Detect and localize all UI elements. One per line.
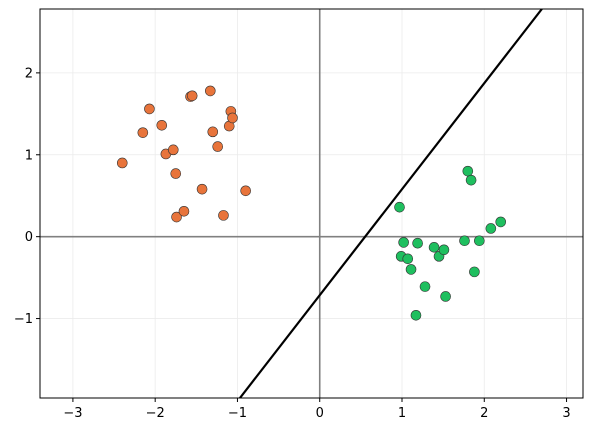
point-series-0-5 xyxy=(167,144,179,156)
point-series-0-19 xyxy=(240,185,251,197)
point-series-0-12 xyxy=(205,85,216,97)
point-series-0-8 xyxy=(178,205,190,217)
x-tick-label-3: 0 xyxy=(316,406,324,421)
point-series-1-10 xyxy=(438,244,450,256)
zero-axis-lines xyxy=(40,9,583,398)
point-series-1-6 xyxy=(412,237,423,249)
point-series-1-18 xyxy=(495,216,507,228)
point-series-0-0 xyxy=(116,157,128,169)
plot-frame xyxy=(39,8,584,399)
x-axis-ticks: −3 −2 −1 0 1 2 3 xyxy=(63,398,571,421)
y-tick-label-0: −1 xyxy=(14,312,33,327)
point-series-0-3 xyxy=(156,119,168,131)
point-series-0-2 xyxy=(144,103,155,115)
point-series-0-7 xyxy=(171,211,182,223)
point-series-0-10 xyxy=(186,90,198,102)
y-tick-label-3: 2 xyxy=(25,66,33,81)
decision-boundary-line xyxy=(239,9,543,398)
point-series-0-13 xyxy=(207,126,219,138)
point-series-1-11 xyxy=(440,291,451,302)
point-series-1-15 xyxy=(469,266,480,278)
x-tick-label-6: 3 xyxy=(562,406,570,421)
point-series-0-1 xyxy=(137,127,149,138)
point-series-1-4 xyxy=(405,264,417,275)
point-series-1-3 xyxy=(402,253,414,265)
point-series-0-14 xyxy=(212,141,224,152)
point-series-0-15 xyxy=(218,210,229,221)
point-series-1-8 xyxy=(428,242,440,253)
grid xyxy=(40,9,583,398)
x-tick-label-0: −3 xyxy=(63,406,82,421)
point-series-1-14 xyxy=(465,174,477,186)
point-series-1-2 xyxy=(398,237,409,248)
y-tick-label-2: 1 xyxy=(25,148,33,163)
y-axis-ticks: −1 0 1 2 xyxy=(14,66,40,327)
point-series-1-0 xyxy=(394,201,405,213)
point-series-1-7 xyxy=(419,281,431,292)
x-tick-label-5: 2 xyxy=(480,406,488,421)
point-series-0-6 xyxy=(170,168,182,179)
x-tick-label-1: −2 xyxy=(146,406,165,421)
point-series-1-17 xyxy=(485,223,497,234)
point-series-1-13 xyxy=(462,165,474,177)
point-series-0-18 xyxy=(227,112,238,124)
point-series-1-5 xyxy=(410,309,422,321)
x-tick-label-2: −1 xyxy=(228,406,247,421)
y-tick-label-1: 0 xyxy=(25,230,33,245)
decision-boundary xyxy=(239,9,543,398)
x-tick-label-4: 1 xyxy=(398,406,406,421)
point-series-1-16 xyxy=(474,235,485,247)
data-points xyxy=(116,85,507,321)
point-series-1-12 xyxy=(459,235,470,247)
point-series-0-11 xyxy=(196,183,208,195)
